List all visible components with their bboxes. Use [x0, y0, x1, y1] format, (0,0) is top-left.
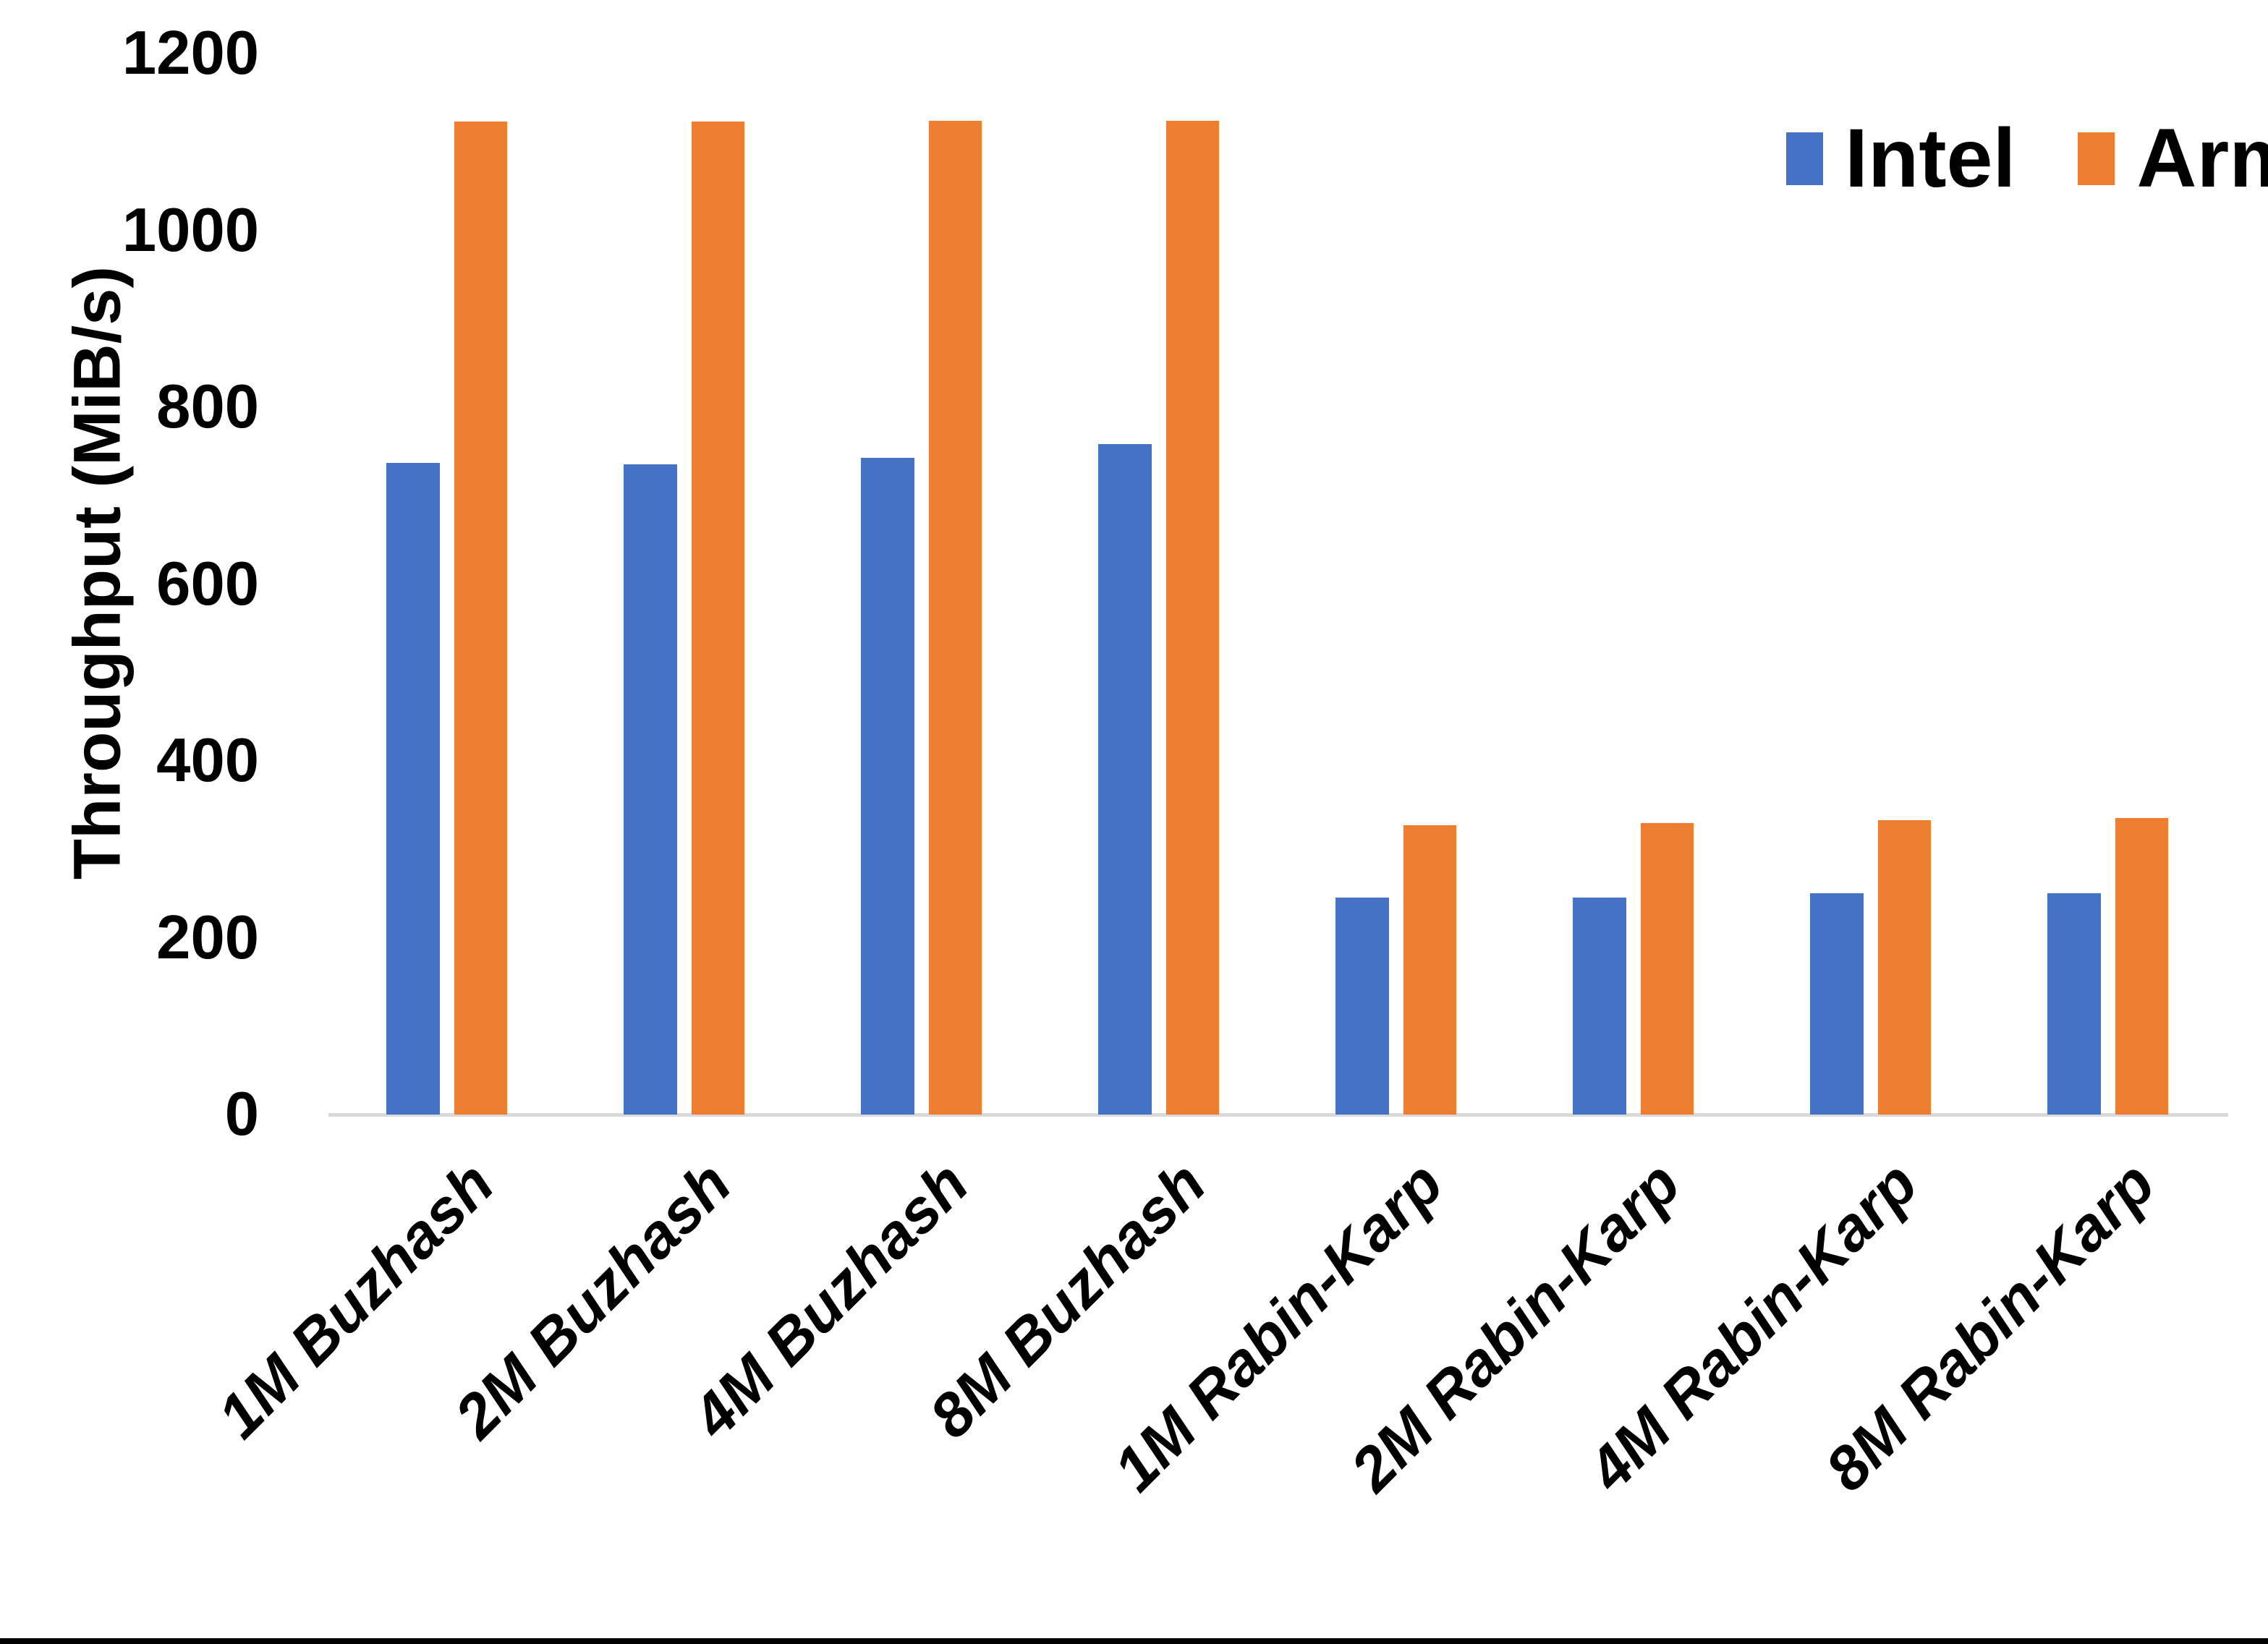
bar-intel-8m-rabin-karp [2047, 893, 2101, 1115]
bar-arm-8m-buzhash [1166, 120, 1219, 1115]
bar-arm-1m-buzhash [454, 122, 507, 1115]
legend-label: Intel [1845, 112, 2016, 205]
legend: Intel Arm [1786, 117, 2268, 200]
legend-swatch-intel [1786, 132, 1823, 185]
bar-intel-1m-rabin-karp [1335, 898, 1389, 1115]
legend-label: Arm [2136, 112, 2268, 205]
bar-arm-4m-rabin-karp [1878, 819, 1931, 1115]
y-tick-label: 1200 [122, 19, 259, 88]
legend-item-arm: Arm [2078, 117, 2268, 200]
y-tick-label: 0 [224, 1080, 259, 1149]
y-tick-label: 200 [156, 903, 259, 972]
bar-arm-1m-rabin-karp [1403, 825, 1456, 1115]
legend-item-intel: Intel [1786, 117, 2016, 200]
legend-swatch-arm [2078, 132, 2115, 185]
y-tick-label: 1000 [122, 195, 259, 265]
y-tick-label: 800 [156, 372, 259, 441]
bar-arm-2m-buzhash [692, 122, 744, 1115]
y-tick-label: 400 [156, 726, 259, 795]
bar-intel-1m-buzhash [386, 463, 440, 1115]
bar-intel-2m-buzhash [624, 464, 677, 1115]
bar-intel-4m-buzhash [861, 457, 914, 1115]
bar-arm-2m-rabin-karp [1641, 822, 1694, 1115]
bar-intel-2m-rabin-karp [1573, 898, 1626, 1115]
bar-intel-8m-buzhash [1098, 444, 1152, 1115]
bar-intel-4m-rabin-karp [1810, 893, 1864, 1115]
x-axis-line [328, 1113, 2228, 1117]
bottom-border-line [0, 1638, 2268, 1644]
y-tick-label: 600 [156, 549, 259, 618]
bar-arm-4m-buzhash [929, 120, 982, 1115]
bar-arm-8m-rabin-karp [2115, 818, 2168, 1115]
